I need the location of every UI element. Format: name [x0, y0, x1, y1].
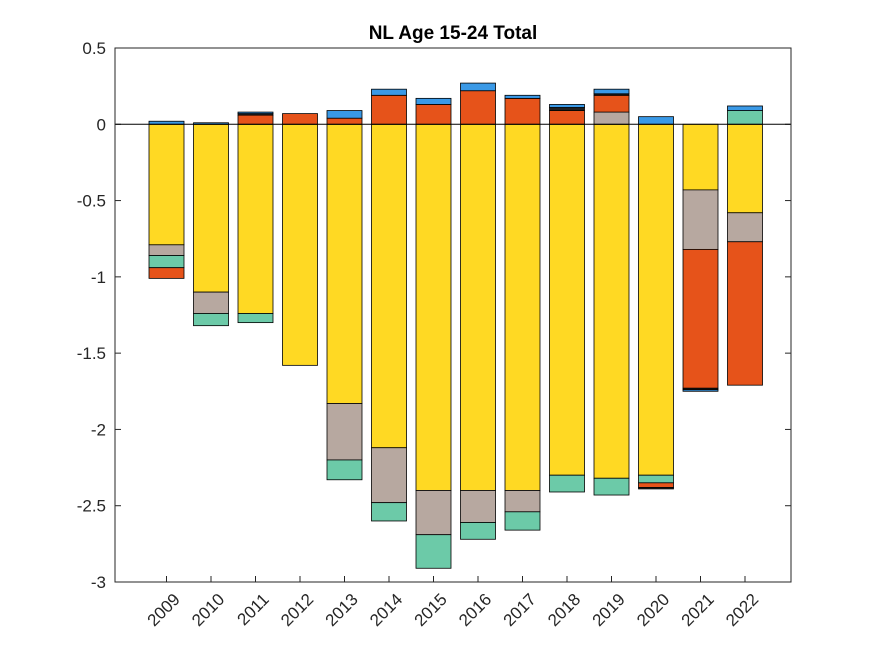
bar-2010-gray — [193, 291, 229, 314]
bar-2021-gray — [682, 189, 719, 250]
bar-2015-yellow — [415, 123, 452, 491]
axes-box — [114, 47, 792, 583]
bar-2015-teal — [415, 534, 452, 569]
bar-2014-yellow — [371, 123, 407, 449]
bar-2017-teal — [504, 511, 541, 531]
bar-2011-orange — [237, 114, 274, 125]
bar-2022-orange — [727, 241, 763, 386]
bar-2021-yellow — [682, 123, 719, 191]
bar-2012-orange — [282, 113, 318, 125]
x-tick-label-2021: 2021 — [678, 590, 718, 630]
bar-2013-blue — [326, 110, 363, 119]
bar-2011-teal — [237, 313, 274, 324]
x-tick-label-2013: 2013 — [322, 590, 362, 630]
bar-2014-gray — [371, 447, 407, 504]
bar-2015-gray — [415, 490, 452, 536]
bar-2018-dark — [549, 107, 585, 111]
bar-2019-orange — [593, 94, 630, 113]
bar-2009-yellow — [148, 123, 185, 246]
bar-2016-teal — [460, 522, 496, 540]
bar-2010-yellow — [193, 123, 229, 293]
x-axis-labels: 2009 2010 2011 2012 2013 2014 2015 2016 2017 2018… — [144, 576, 762, 630]
bar-2015-orange — [415, 104, 452, 125]
bar-2018-orange — [549, 110, 585, 125]
bar-2018-yellow — [549, 123, 585, 476]
bar-2020-blue — [638, 116, 674, 125]
bar-2009-orange — [148, 267, 185, 279]
bar-2019-teal — [593, 477, 630, 496]
bar-2022-blue — [727, 105, 763, 111]
bar-2019-blue — [593, 88, 630, 95]
bar-2017-yellow — [504, 123, 541, 491]
bar-2022-teal — [727, 110, 763, 125]
x-tick-label-2011: 2011 — [234, 590, 273, 629]
bar-2018-teal — [549, 474, 585, 493]
x-tick-label-2012: 2012 — [277, 590, 317, 630]
bar-2013-teal — [326, 459, 363, 481]
bar-2009-teal — [148, 255, 185, 269]
y-axis-ticks: 0.5 0 -0.5 -1 -1.5 -2 -2.5 -3 — [77, 39, 791, 592]
y-tick-label: -2 — [91, 420, 106, 439]
x-tick-label-2015: 2015 — [411, 590, 451, 630]
bar-2013-orange — [326, 117, 363, 125]
x-tick-label-2014: 2014 — [366, 590, 406, 630]
bar-2014-blue — [371, 88, 407, 96]
bar-2022-gray — [727, 212, 763, 243]
bar-2011-blue — [237, 111, 274, 115]
bars — [148, 82, 763, 569]
bar-2019-yellow — [593, 123, 630, 479]
bar-2011-yellow — [237, 123, 274, 314]
bar-2014-teal — [371, 502, 407, 522]
bar-2016-orange — [460, 90, 496, 125]
chart-title: NL Age 15-24 Total — [369, 23, 538, 44]
bar-2009-gray — [148, 244, 185, 256]
x-tick-label-2016: 2016 — [455, 590, 495, 630]
y-tick-label: -3 — [91, 573, 106, 592]
bar-2017-gray — [504, 490, 541, 513]
bar-2012-yellow — [282, 123, 318, 366]
bar-2021-orange — [682, 248, 719, 389]
x-tick-label-2017: 2017 — [500, 590, 540, 630]
x-tick-label-2018: 2018 — [544, 590, 584, 630]
bar-2019-gray — [593, 111, 630, 125]
bar-2020-teal — [638, 474, 674, 484]
bar-2016-gray — [460, 490, 496, 523]
bar-2014-orange — [371, 94, 407, 125]
bar-2021-blue — [682, 389, 719, 392]
bar-2022-yellow — [727, 123, 763, 214]
bar-2018-blue — [549, 104, 585, 108]
x-tick-label-2010: 2010 — [188, 590, 228, 630]
bar-2017-orange — [504, 97, 541, 125]
y-tick-label: -2.5 — [77, 497, 106, 516]
y-tick-label: 0 — [97, 115, 106, 134]
y-tick-label: 0.5 — [82, 39, 106, 58]
bar-2020-orange — [638, 482, 674, 488]
bar-2020-dark — [638, 487, 674, 490]
bar-2020-yellow — [638, 123, 674, 476]
x-tick-label-2009: 2009 — [144, 590, 184, 630]
x-tick-label-2022: 2022 — [722, 590, 762, 630]
bar-2017-blue — [504, 94, 541, 99]
bar-2015-blue — [415, 97, 452, 105]
x-tick-label-2020: 2020 — [633, 590, 673, 630]
y-tick-label: -1.5 — [77, 344, 106, 363]
y-tick-label: -0.5 — [77, 192, 106, 211]
bar-2013-yellow — [326, 123, 363, 404]
bar-2016-yellow — [460, 123, 496, 491]
bar-2016-blue — [460, 82, 496, 92]
bar-2010-teal — [193, 313, 229, 327]
y-tick-label: -1 — [91, 268, 106, 287]
x-tick-label-2019: 2019 — [589, 590, 629, 630]
bar-2013-gray — [326, 403, 363, 461]
